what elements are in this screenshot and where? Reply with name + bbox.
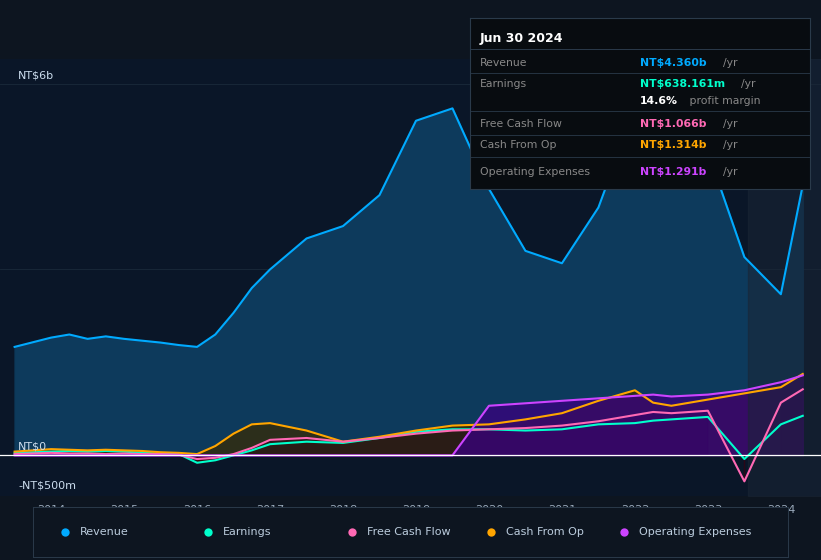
Text: -NT$500m: -NT$500m: [18, 480, 76, 491]
Text: NT$1.291b: NT$1.291b: [640, 167, 706, 176]
Text: Revenue: Revenue: [479, 58, 527, 68]
Text: NT$1.314b: NT$1.314b: [640, 140, 706, 150]
Text: NT$6b: NT$6b: [18, 71, 54, 81]
Text: 14.6%: 14.6%: [640, 96, 678, 106]
Text: profit margin: profit margin: [686, 96, 760, 106]
Text: /yr: /yr: [741, 78, 755, 88]
Text: Operating Expenses: Operating Expenses: [639, 527, 751, 537]
Text: Jun 30 2024: Jun 30 2024: [479, 32, 563, 45]
Text: NT$638.161m: NT$638.161m: [640, 78, 725, 88]
Text: Revenue: Revenue: [80, 527, 128, 537]
Text: Cash From Op: Cash From Op: [479, 140, 557, 150]
Text: NT$0: NT$0: [18, 442, 48, 451]
Text: Free Cash Flow: Free Cash Flow: [479, 119, 562, 129]
Text: /yr: /yr: [722, 167, 737, 176]
Text: NT$4.360b: NT$4.360b: [640, 58, 707, 68]
Text: NT$1.066b: NT$1.066b: [640, 119, 706, 129]
Text: /yr: /yr: [722, 140, 737, 150]
Text: Earnings: Earnings: [223, 527, 272, 537]
Text: Cash From Op: Cash From Op: [507, 527, 585, 537]
Text: Free Cash Flow: Free Cash Flow: [367, 527, 450, 537]
Text: /yr: /yr: [722, 119, 737, 129]
Text: Operating Expenses: Operating Expenses: [479, 167, 589, 176]
Text: /yr: /yr: [722, 58, 737, 68]
Text: Earnings: Earnings: [479, 78, 527, 88]
